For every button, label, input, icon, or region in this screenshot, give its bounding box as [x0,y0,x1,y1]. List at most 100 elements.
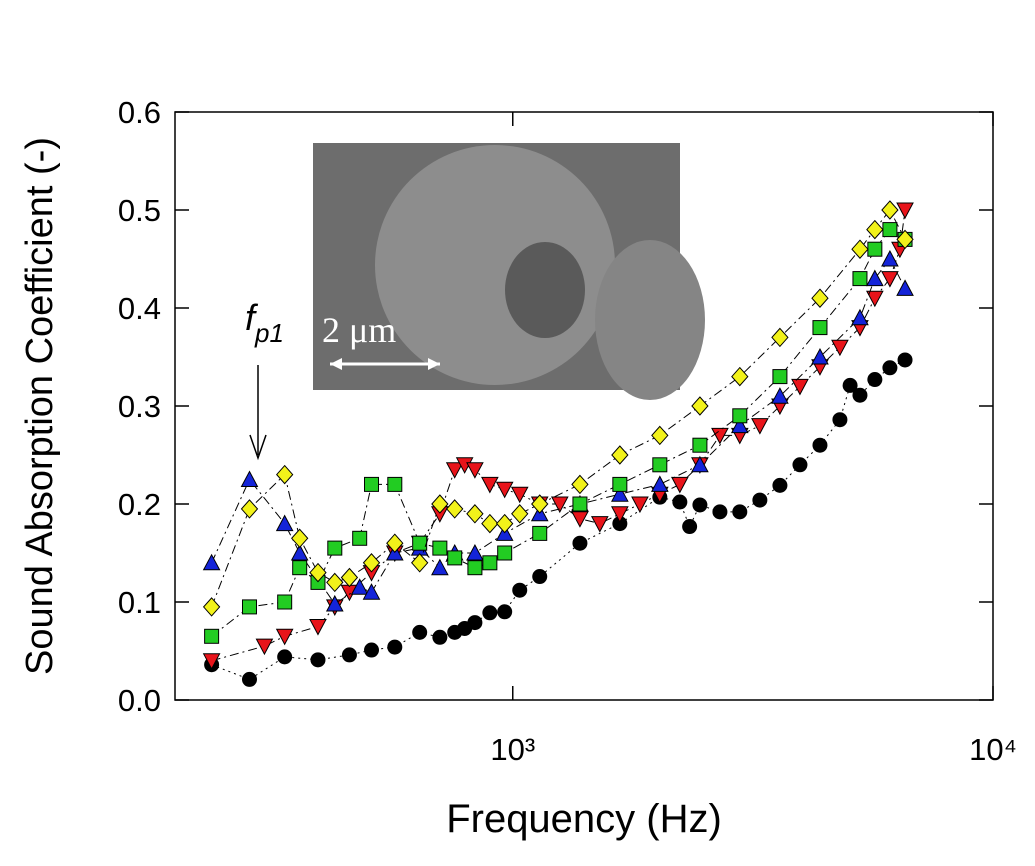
marker [866,269,884,287]
marker [431,558,449,576]
y-tick-label: 0.3 [118,389,161,424]
series-line [211,359,906,680]
marker [842,377,858,393]
marker [412,624,428,640]
marker [531,494,549,514]
marker [811,347,829,365]
marker [791,378,809,396]
x-tick-label: 10⁴ [969,732,1017,767]
marker [851,239,869,259]
marker [882,222,898,238]
marker [692,497,708,513]
marker [431,494,449,514]
y-tick-label: 0.1 [118,585,161,620]
marker [671,476,689,494]
marker [202,597,221,617]
marker [341,647,357,663]
marker [896,202,914,220]
marker [881,271,899,288]
marker [276,464,294,485]
marker [481,513,499,534]
marker [712,504,728,520]
marker [611,445,629,465]
marker [482,555,498,571]
marker [241,671,257,687]
marker [651,425,669,446]
marker [255,638,274,656]
marker [612,476,628,492]
marker [751,418,769,435]
marker [772,477,788,493]
marker [497,604,513,620]
marker [896,279,914,296]
series-line [211,209,906,608]
marker [832,412,848,428]
marker [866,219,884,240]
marker [532,525,548,541]
y-tick-label: 0.2 [118,487,161,522]
marker [326,572,344,593]
marker [711,427,729,445]
marker [445,462,464,479]
marker [510,486,529,504]
marker [852,387,868,403]
marker [466,504,484,524]
marker [364,476,380,492]
scale-arrowheads [330,358,440,370]
marker [467,615,483,631]
marker [364,642,380,658]
marker [352,530,368,546]
marker [590,516,609,533]
marker [571,474,589,495]
marker [467,560,483,576]
marker [881,249,899,267]
marker [277,594,293,610]
marker [550,496,569,514]
marker [731,366,749,387]
marker [652,457,668,473]
marker [240,499,259,519]
marker [867,241,883,257]
marker [309,619,327,636]
marker [387,476,403,492]
marker [852,271,868,287]
y-tick-label: 0.5 [118,193,161,228]
x-tick-label: 10³ [490,732,535,767]
marker [732,504,748,520]
y-tick-label: 0.0 [118,683,161,718]
marker [432,629,448,645]
marker [466,543,484,561]
marker [896,229,914,250]
marker [532,569,548,585]
marker [325,594,344,612]
marker [432,540,448,556]
marker [309,562,327,583]
marker [682,519,698,535]
marker [202,653,221,670]
marker [882,360,898,376]
marker [691,455,709,473]
marker [481,476,499,494]
marker [812,320,828,336]
marker [204,628,220,644]
marker [277,649,293,665]
marker [362,553,381,573]
marker [512,582,528,598]
marker [495,481,514,499]
marker [771,327,789,348]
marker [831,339,849,357]
marker [611,485,629,502]
marker [447,550,463,566]
marker [811,288,829,308]
annotation: fp1 [245,297,284,348]
scale-label: 2 μm [322,310,396,350]
marker [851,308,869,326]
marker [310,652,326,668]
marker [867,372,883,388]
marker [291,528,309,549]
marker [730,416,749,434]
annotation-arrowhead [249,434,267,461]
marker [866,290,884,308]
marker [202,553,221,571]
